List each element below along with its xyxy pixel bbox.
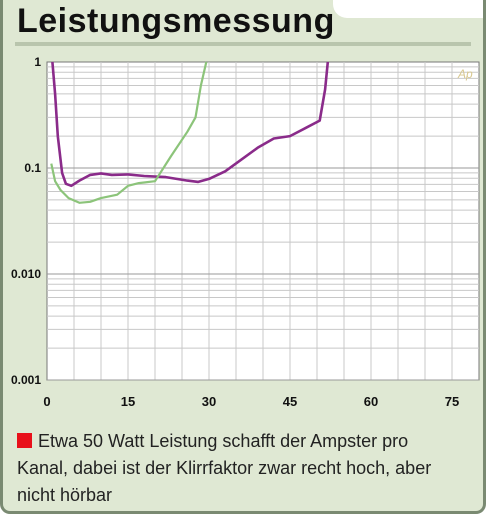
- panel-tab-notch: [333, 0, 483, 18]
- figure-caption: Etwa 50 Watt Leistung schafft der Ampste…: [17, 428, 457, 509]
- x-tick-label: 0: [43, 394, 50, 409]
- x-axis-ticks: 0 15 30 45 60 75: [43, 394, 459, 409]
- x-tick-label: 75: [445, 394, 459, 409]
- caption-text: Etwa 50 Watt Leistung schafft der Ampste…: [17, 431, 432, 505]
- series-line-green: [50, 61, 208, 204]
- ap-logo: Ap: [457, 67, 473, 81]
- series-line-purple: [51, 61, 330, 188]
- bullet-square-icon: [17, 433, 32, 448]
- y-axis-ticks: 0.001 0.010 0.1 1: [11, 55, 41, 387]
- x-tick-label: 15: [121, 394, 135, 409]
- page-title: Leistungsmessung: [17, 2, 335, 40]
- x-tick-label: 45: [283, 394, 297, 409]
- y-tick-label: 0.010: [11, 267, 41, 281]
- series-group: [50, 61, 330, 204]
- distortion-chart: 0.001 0.010 0.1 1 0 15 30 45 60 75 Ap: [11, 55, 480, 409]
- grid-lines: [47, 62, 479, 381]
- y-tick-label: 1: [34, 55, 41, 69]
- x-tick-label: 60: [364, 394, 378, 409]
- y-tick-label: 0.001: [11, 373, 41, 387]
- y-tick-label: 0.1: [24, 161, 41, 175]
- title-divider: [15, 42, 471, 46]
- x-tick-label: 30: [202, 394, 216, 409]
